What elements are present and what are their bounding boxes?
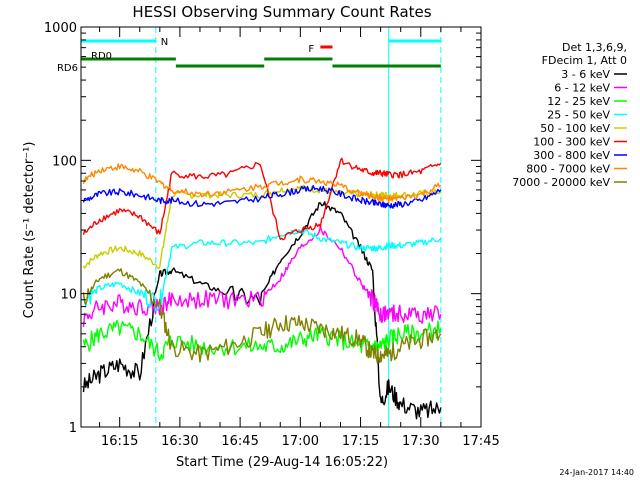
legend-header-line-2: FDecim 1, Att 0 (542, 54, 627, 67)
plot-frame (80, 26, 482, 428)
x-tick-label: 17:30 (402, 434, 439, 449)
series-line-3-6kev (82, 201, 442, 420)
chart-title: HESSI Observing Summary Count Rates (132, 3, 431, 21)
y-axis-label: Count Rate (s⁻¹ detector⁻¹) (22, 142, 37, 319)
legend-entry-label: 6 - 12 keV (554, 82, 610, 95)
series-line-800-7000kev (82, 163, 442, 204)
legend-header-line-1: Det 1,3,6,9, (562, 41, 627, 54)
legend-entry-label: 300 - 800 keV (533, 149, 610, 162)
series-line-50-100kev (82, 184, 442, 270)
y-tick-label: 100 (52, 154, 77, 169)
x-tick-label: 16:15 (101, 434, 138, 449)
series-line-300-800kev (82, 184, 442, 209)
data-layer (80, 27, 442, 427)
series-line-6-12kev (82, 225, 442, 328)
legend-entry-label: 7000 - 20000 keV (512, 176, 610, 189)
series-line-12-25kev (82, 319, 442, 362)
flag-layer: N RD0 F RD6 (57, 37, 441, 74)
legend-entry-label: 50 - 100 keV (540, 122, 610, 135)
x-axis-label: Start Time (29-Aug-14 16:05:22) (176, 455, 388, 470)
series-line-7000-20000kev (82, 268, 442, 364)
legend-entry-label: 12 - 25 keV (547, 95, 610, 108)
axes-layer: 1 10 100 1000 16:15 16:30 16:45 17:00 17:15 17:30… (44, 21, 500, 449)
legend: Det 1,3,6,9, FDecim 1, Att 0 3 - 6 keV6 … (512, 41, 627, 189)
legend-entry-label: 800 - 7000 keV (526, 163, 610, 176)
x-tick-label: 17:45 (462, 434, 499, 449)
y-tick-label: 1 (69, 421, 77, 436)
flag-label-n: N (161, 37, 168, 48)
legend-entry-label: 25 - 50 keV (547, 109, 610, 122)
flag-label-rd0: RD0 (91, 51, 112, 62)
y-tick-label: 1000 (44, 21, 77, 36)
x-tick-label: 17:00 (282, 434, 319, 449)
flag-label-f: F (308, 44, 314, 55)
flag-label-rd6: RD6 (57, 63, 78, 74)
x-tick-label: 16:45 (221, 434, 258, 449)
legend-entry-label: 100 - 300 keV (533, 136, 610, 149)
series-line-100-300kev (82, 157, 442, 241)
y-tick-label: 10 (60, 288, 77, 303)
generation-timestamp: 24-Jan-2017 14:40 (559, 468, 634, 477)
x-tick-label: 16:30 (161, 434, 198, 449)
legend-entry-label: 3 - 6 keV (561, 68, 610, 81)
series-line-25-50kev (82, 228, 442, 312)
x-tick-label: 17:15 (342, 434, 379, 449)
